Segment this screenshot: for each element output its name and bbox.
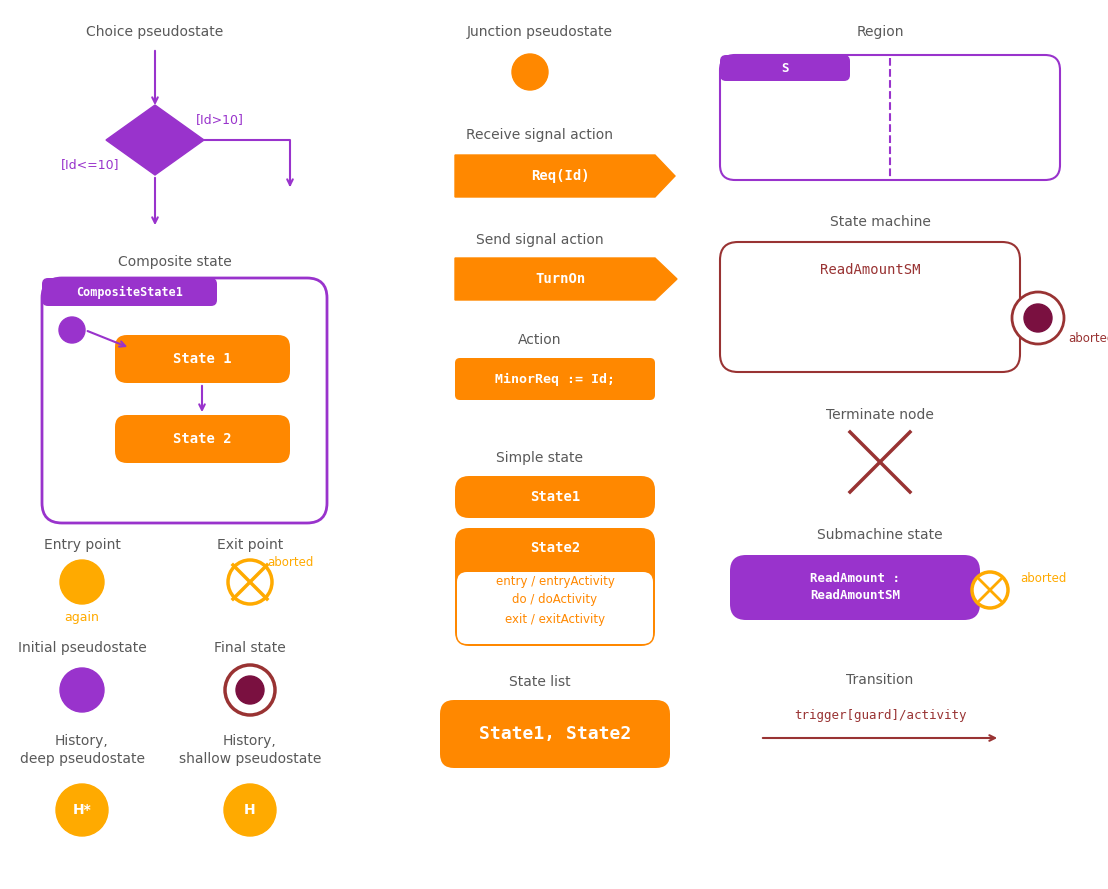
Text: Composite state: Composite state bbox=[119, 255, 232, 269]
Text: aborted: aborted bbox=[1068, 332, 1108, 345]
Text: CompositeState1: CompositeState1 bbox=[76, 285, 184, 299]
Text: Final state: Final state bbox=[214, 641, 286, 655]
Polygon shape bbox=[455, 258, 677, 300]
Text: Receive signal action: Receive signal action bbox=[466, 128, 614, 142]
Circle shape bbox=[60, 668, 104, 712]
Text: State2: State2 bbox=[530, 541, 581, 555]
FancyBboxPatch shape bbox=[42, 278, 217, 306]
Text: H: H bbox=[244, 803, 256, 817]
Text: Action: Action bbox=[519, 333, 562, 347]
Text: ReadAmount :
ReadAmountSM: ReadAmount : ReadAmountSM bbox=[810, 572, 900, 602]
Text: State1, State2: State1, State2 bbox=[479, 725, 632, 743]
FancyBboxPatch shape bbox=[455, 358, 655, 400]
Circle shape bbox=[60, 560, 104, 604]
Text: State list: State list bbox=[510, 675, 571, 689]
FancyBboxPatch shape bbox=[115, 415, 290, 463]
Text: Exit point: Exit point bbox=[217, 538, 284, 552]
FancyBboxPatch shape bbox=[42, 278, 327, 523]
Text: aborted: aborted bbox=[1020, 572, 1066, 584]
Circle shape bbox=[228, 560, 271, 604]
Circle shape bbox=[972, 572, 1008, 608]
Polygon shape bbox=[106, 105, 204, 175]
Text: State1: State1 bbox=[530, 490, 581, 504]
Text: Region: Region bbox=[856, 25, 904, 39]
Text: ReadAmountSM: ReadAmountSM bbox=[820, 263, 921, 277]
FancyBboxPatch shape bbox=[720, 242, 1020, 372]
Circle shape bbox=[57, 784, 107, 836]
Circle shape bbox=[1012, 292, 1064, 344]
Text: again: again bbox=[64, 612, 100, 624]
Text: Choice pseudostate: Choice pseudostate bbox=[86, 25, 224, 39]
Text: [Id>10]: [Id>10] bbox=[196, 114, 244, 126]
Circle shape bbox=[512, 54, 548, 90]
Text: History,
deep pseudostate: History, deep pseudostate bbox=[20, 733, 144, 766]
FancyBboxPatch shape bbox=[730, 555, 979, 620]
Text: Junction pseudostate: Junction pseudostate bbox=[466, 25, 613, 39]
Text: Submachine state: Submachine state bbox=[818, 528, 943, 542]
FancyBboxPatch shape bbox=[115, 335, 290, 383]
Circle shape bbox=[1024, 304, 1051, 332]
Text: MinorReq := Id;: MinorReq := Id; bbox=[495, 372, 615, 386]
Text: State machine: State machine bbox=[830, 215, 931, 229]
Text: [Id<=10]: [Id<=10] bbox=[61, 158, 120, 172]
Text: trigger[guard]/activity: trigger[guard]/activity bbox=[793, 709, 966, 723]
Text: H*: H* bbox=[73, 803, 91, 817]
Text: aborted: aborted bbox=[267, 556, 314, 568]
Text: Send signal action: Send signal action bbox=[476, 233, 604, 247]
FancyBboxPatch shape bbox=[720, 55, 850, 81]
Text: Simple state: Simple state bbox=[496, 451, 584, 465]
Circle shape bbox=[225, 665, 275, 715]
Polygon shape bbox=[455, 155, 675, 197]
Text: entry / entryActivity
do / doActivity
exit / exitActivity: entry / entryActivity do / doActivity ex… bbox=[495, 574, 615, 626]
Circle shape bbox=[236, 676, 264, 704]
FancyBboxPatch shape bbox=[455, 476, 655, 518]
Text: State 1: State 1 bbox=[173, 352, 232, 366]
Circle shape bbox=[59, 317, 85, 343]
Text: S: S bbox=[781, 61, 789, 75]
Text: State 2: State 2 bbox=[173, 432, 232, 446]
Text: Req(Id): Req(Id) bbox=[531, 169, 589, 183]
FancyBboxPatch shape bbox=[456, 572, 653, 644]
Text: Transition: Transition bbox=[847, 673, 914, 687]
Text: Initial pseudostate: Initial pseudostate bbox=[18, 641, 146, 655]
FancyBboxPatch shape bbox=[440, 700, 670, 768]
FancyBboxPatch shape bbox=[720, 55, 1060, 180]
FancyBboxPatch shape bbox=[455, 528, 655, 646]
Circle shape bbox=[224, 784, 276, 836]
Text: History,
shallow pseudostate: History, shallow pseudostate bbox=[178, 733, 321, 766]
Text: Terminate node: Terminate node bbox=[827, 408, 934, 422]
Text: Entry point: Entry point bbox=[43, 538, 121, 552]
Text: TurnOn: TurnOn bbox=[535, 272, 585, 286]
